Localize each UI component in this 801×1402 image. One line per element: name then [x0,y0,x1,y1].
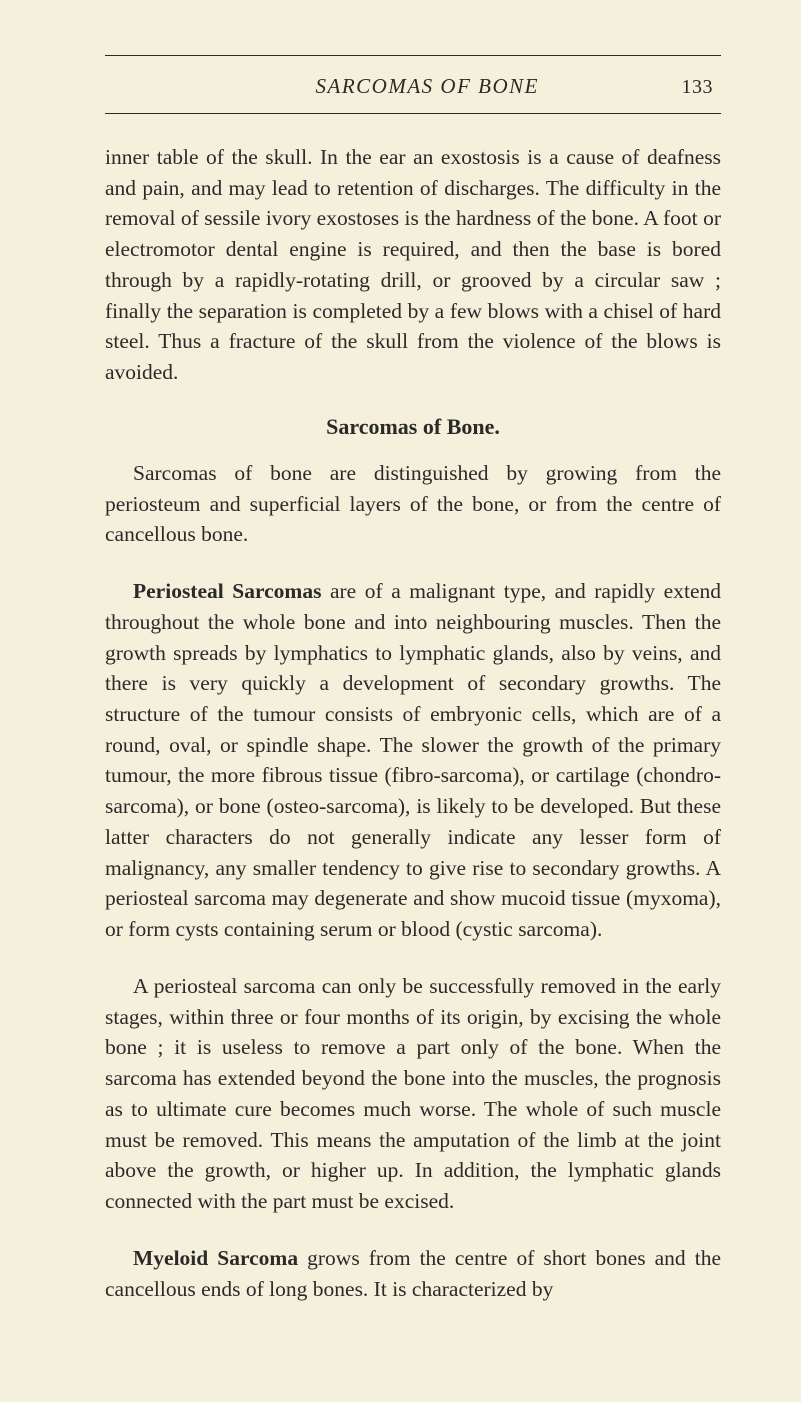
section-heading-sarcomas: Sarcomas of Bone. [105,414,721,440]
paragraph-4: A periosteal sarcoma can only be success… [105,971,721,1217]
paragraph-3: Periosteal Sarcomas are of a malignant t… [105,576,721,945]
paragraph-2: Sarcomas of bone are distinguished by gr… [105,458,721,550]
periosteal-sarcomas-bold: Periosteal Sarcomas [133,579,321,603]
paragraph-1: inner table of the skull. In the ear an … [105,142,721,388]
top-rule [105,55,721,56]
myeloid-sarcoma-bold: Myeloid Sarcoma [133,1246,298,1270]
header-rule [105,113,721,114]
running-title: SARCOMAS OF BONE [113,74,682,99]
page-container: SARCOMAS OF BONE 133 inner table of the … [0,0,801,1402]
paragraph-3-body: are of a malignant type, and rapidly ext… [105,579,721,941]
paragraph-5: Myeloid Sarcoma grows from the centre of… [105,1243,721,1304]
running-header: SARCOMAS OF BONE 133 [105,74,721,99]
page-number: 133 [682,76,714,99]
